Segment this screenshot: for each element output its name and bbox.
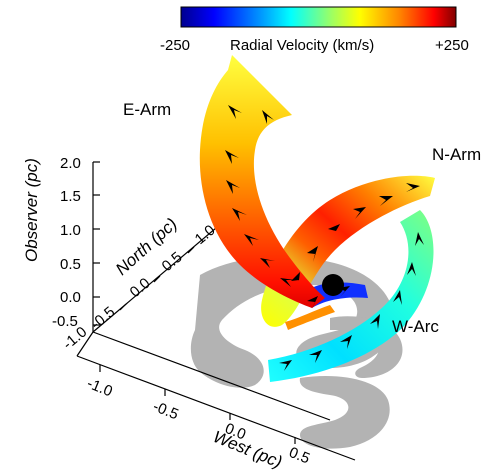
arrow-icon xyxy=(340,335,352,349)
arrow-icon xyxy=(406,183,420,192)
north-tick: 0.5 xyxy=(159,249,186,275)
arrow-icon xyxy=(370,314,380,329)
arrow-icon xyxy=(226,180,240,194)
black-hole xyxy=(322,274,344,296)
colorbar-min-label: -250 xyxy=(160,37,190,54)
observer-tick: -0.5 xyxy=(52,313,78,330)
arrow-icon xyxy=(260,258,275,268)
e-arm-arrows xyxy=(225,105,295,287)
colorbar-gradient xyxy=(180,6,457,28)
axis-west-line xyxy=(76,331,94,357)
shadow-shape-lower xyxy=(299,376,390,449)
axis-west-base xyxy=(76,355,356,461)
axis-back-line xyxy=(92,331,331,421)
arrow-icon xyxy=(307,296,318,309)
w-arc-arrows xyxy=(279,232,424,371)
observer-axis-label: Observer (pc) xyxy=(22,158,41,262)
axes xyxy=(76,161,356,461)
arrow-icon xyxy=(393,290,402,305)
observer-tick: 0.5 xyxy=(60,256,81,273)
e-arm-label: E-Arm xyxy=(123,100,171,119)
colorbar: -250 Radial Velocity (km/s) +250 xyxy=(160,6,469,54)
e-arm-shape xyxy=(199,55,325,308)
observer-tick: 1.0 xyxy=(60,222,81,239)
e-arm-ribbon xyxy=(199,55,325,308)
colorbar-title: Radial Velocity (km/s) xyxy=(230,37,374,54)
arrow-icon xyxy=(328,224,340,238)
west-tick: -1.0 xyxy=(85,375,115,400)
north-tick: -0.5 xyxy=(88,303,119,333)
arrow-icon xyxy=(307,246,318,262)
arrow-icon xyxy=(309,350,322,363)
arrow-icon xyxy=(228,105,242,119)
n-arm-inner-shape xyxy=(285,305,335,330)
west-tick: 0.0 xyxy=(223,420,249,444)
north-tick: 0.0 xyxy=(127,275,154,301)
observer-tick: 1.5 xyxy=(60,188,81,205)
arrow-icon xyxy=(280,278,295,287)
arrow-icon xyxy=(379,196,393,206)
arrow-icon xyxy=(279,360,292,371)
arrow-icon xyxy=(225,150,239,164)
arrow-icon xyxy=(244,234,259,246)
n-arm-arrows xyxy=(291,183,420,288)
west-tick: -0.5 xyxy=(151,398,181,423)
colorbar-max-label: +250 xyxy=(435,37,469,54)
observer-tick: 0.0 xyxy=(60,289,81,306)
arrow-icon xyxy=(291,272,300,288)
observer-ticks: 2.0 1.5 1.0 0.5 0.0 -0.5 xyxy=(52,155,81,330)
arrow-icon xyxy=(262,110,274,124)
n-arm-label: N-Arm xyxy=(432,145,481,164)
arrow-icon xyxy=(415,232,424,246)
w-arc-label: W-Arc xyxy=(392,317,439,336)
west-tick: 0.5 xyxy=(287,444,313,468)
arrow-icon xyxy=(232,208,247,221)
west-axis-label: West (pc) xyxy=(211,427,285,472)
arrow-icon xyxy=(353,207,366,219)
observer-tick: 2.0 xyxy=(60,155,81,172)
arrow-icon xyxy=(407,262,416,276)
